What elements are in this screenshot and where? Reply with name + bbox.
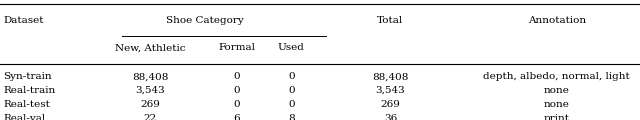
Text: 88,408: 88,408 [372,72,408,81]
Text: 22: 22 [144,114,157,120]
Text: 0: 0 [288,86,294,95]
Text: none: none [544,86,570,95]
Text: Real-train: Real-train [3,86,56,95]
Text: 0: 0 [234,86,240,95]
Text: 269: 269 [380,100,401,109]
Text: Annotation: Annotation [528,16,586,25]
Text: 269: 269 [140,100,161,109]
Text: 0: 0 [288,72,294,81]
Text: 0: 0 [288,100,294,109]
Text: depth, albedo, normal, light: depth, albedo, normal, light [483,72,630,81]
Text: Real-test: Real-test [3,100,50,109]
Text: New, Athletic: New, Athletic [115,44,186,53]
Text: Shoe Category: Shoe Category [166,16,244,25]
Text: 3,543: 3,543 [136,86,165,95]
Text: 8: 8 [288,114,294,120]
Text: 0: 0 [234,100,240,109]
Text: Dataset: Dataset [3,16,44,25]
Text: Syn-train: Syn-train [3,72,52,81]
Text: 0: 0 [234,72,240,81]
Text: print: print [544,114,570,120]
Text: 3,543: 3,543 [376,86,405,95]
Text: 6: 6 [234,114,240,120]
Text: Used: Used [278,44,305,53]
Text: Real-val: Real-val [3,114,45,120]
Text: 36: 36 [384,114,397,120]
Text: Total: Total [377,16,404,25]
Text: none: none [544,100,570,109]
Text: 88,408: 88,408 [132,72,168,81]
Text: Formal: Formal [218,44,255,53]
